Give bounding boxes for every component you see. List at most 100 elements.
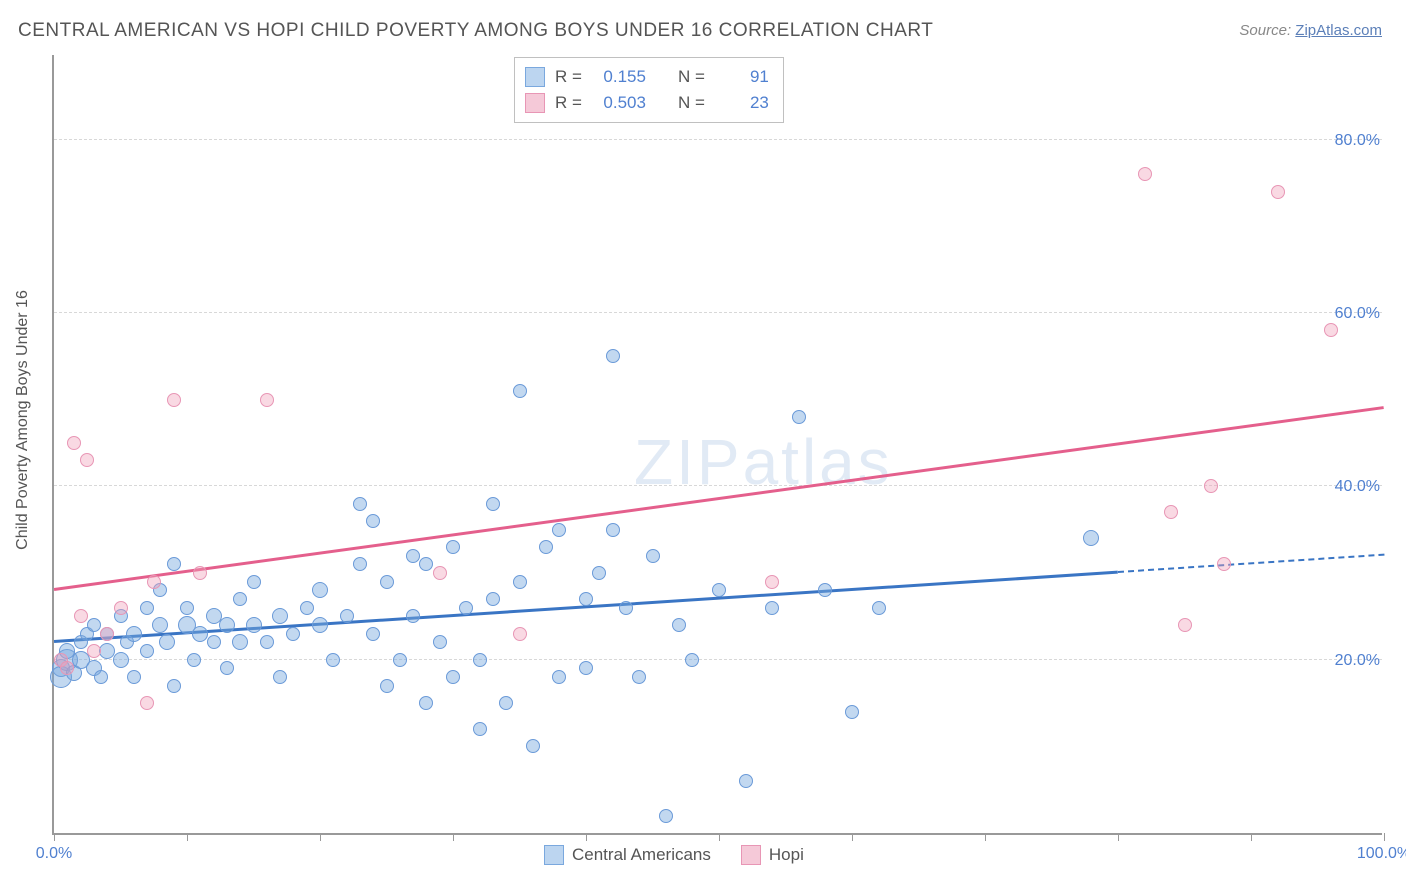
data-point bbox=[260, 393, 274, 407]
data-point bbox=[192, 626, 208, 642]
data-point bbox=[1083, 530, 1099, 546]
trend-line bbox=[54, 406, 1384, 590]
y-tick-label: 60.0% bbox=[1335, 305, 1384, 323]
data-point bbox=[765, 601, 779, 615]
gridline bbox=[54, 312, 1382, 313]
gridline bbox=[54, 139, 1382, 140]
data-point bbox=[113, 652, 129, 668]
data-point bbox=[180, 601, 194, 615]
data-point bbox=[765, 575, 779, 589]
series-swatch bbox=[741, 845, 761, 865]
data-point bbox=[366, 514, 380, 528]
x-tick bbox=[852, 833, 853, 841]
data-point bbox=[1217, 557, 1231, 571]
trend-line bbox=[54, 571, 1118, 643]
watermark: ZIPatlas bbox=[634, 425, 893, 499]
data-point bbox=[1138, 167, 1152, 181]
data-point bbox=[114, 601, 128, 615]
data-point bbox=[513, 575, 527, 589]
data-point bbox=[872, 601, 886, 615]
data-point bbox=[446, 670, 460, 684]
data-point bbox=[152, 617, 168, 633]
stat-r-label: R = bbox=[555, 90, 582, 116]
x-tick bbox=[187, 833, 188, 841]
chart-title: CENTRAL AMERICAN VS HOPI CHILD POVERTY A… bbox=[18, 20, 933, 42]
stat-n-value: 23 bbox=[715, 90, 769, 116]
data-point bbox=[126, 626, 142, 642]
stats-row: R =0.155N =91 bbox=[525, 64, 769, 90]
x-tick bbox=[54, 833, 55, 841]
data-point bbox=[486, 497, 500, 511]
data-point bbox=[260, 635, 274, 649]
data-point bbox=[233, 592, 247, 606]
data-point bbox=[486, 592, 500, 606]
data-point bbox=[80, 453, 94, 467]
data-point bbox=[606, 349, 620, 363]
x-tick bbox=[1251, 833, 1252, 841]
data-point bbox=[592, 566, 606, 580]
data-point bbox=[433, 635, 447, 649]
x-tick bbox=[719, 833, 720, 841]
stat-r-value: 0.503 bbox=[592, 90, 646, 116]
data-point bbox=[646, 549, 660, 563]
data-point bbox=[140, 696, 154, 710]
data-point bbox=[87, 618, 101, 632]
stat-n-label: N = bbox=[678, 64, 705, 90]
series-swatch bbox=[525, 93, 545, 113]
data-point bbox=[366, 627, 380, 641]
data-point bbox=[619, 601, 633, 615]
data-point bbox=[187, 653, 201, 667]
data-point bbox=[473, 722, 487, 736]
data-point bbox=[526, 739, 540, 753]
data-point bbox=[1324, 323, 1338, 337]
data-point bbox=[60, 661, 74, 675]
data-point bbox=[127, 670, 141, 684]
data-point bbox=[220, 661, 234, 675]
data-point bbox=[340, 609, 354, 623]
data-point bbox=[159, 634, 175, 650]
series-swatch bbox=[525, 67, 545, 87]
data-point bbox=[94, 670, 108, 684]
legend-label: Central Americans bbox=[572, 845, 711, 865]
data-point bbox=[446, 540, 460, 554]
x-tick bbox=[985, 833, 986, 841]
source-attribution: Source: ZipAtlas.com bbox=[1239, 22, 1382, 39]
data-point bbox=[473, 653, 487, 667]
data-point bbox=[312, 582, 328, 598]
gridline bbox=[54, 659, 1382, 660]
source-link[interactable]: ZipAtlas.com bbox=[1295, 22, 1382, 39]
data-point bbox=[167, 393, 181, 407]
data-point bbox=[393, 653, 407, 667]
series-legend: Central AmericansHopi bbox=[544, 845, 804, 865]
data-point bbox=[792, 410, 806, 424]
y-tick-label: 20.0% bbox=[1335, 652, 1384, 670]
data-point bbox=[326, 653, 340, 667]
stat-r-label: R = bbox=[555, 64, 582, 90]
data-point bbox=[552, 523, 566, 537]
stat-r-value: 0.155 bbox=[592, 64, 646, 90]
data-point bbox=[74, 609, 88, 623]
data-point bbox=[380, 679, 394, 693]
data-point bbox=[140, 601, 154, 615]
data-point bbox=[579, 661, 593, 675]
data-point bbox=[419, 557, 433, 571]
data-point bbox=[818, 583, 832, 597]
x-tick-label: 0.0% bbox=[36, 845, 72, 863]
data-point bbox=[459, 601, 473, 615]
x-tick bbox=[320, 833, 321, 841]
data-point bbox=[1178, 618, 1192, 632]
chart-plot-area: ZIPatlas R =0.155N =91R =0.503N =23 Cent… bbox=[52, 55, 1382, 835]
data-point bbox=[712, 583, 726, 597]
data-point bbox=[632, 670, 646, 684]
data-point bbox=[1204, 479, 1218, 493]
data-point bbox=[219, 617, 235, 633]
data-point bbox=[273, 670, 287, 684]
data-point bbox=[499, 696, 513, 710]
data-point bbox=[406, 609, 420, 623]
data-point bbox=[247, 575, 261, 589]
y-tick-label: 40.0% bbox=[1335, 478, 1384, 496]
x-tick bbox=[1384, 833, 1385, 841]
stats-row: R =0.503N =23 bbox=[525, 90, 769, 116]
data-point bbox=[659, 809, 673, 823]
data-point bbox=[552, 670, 566, 684]
